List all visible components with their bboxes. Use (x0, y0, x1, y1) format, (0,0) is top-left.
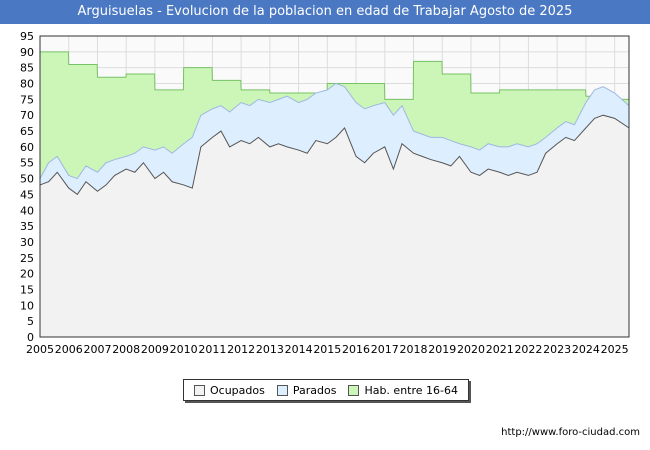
y-tick-label: 85 (20, 62, 34, 75)
line-hab-entre-16-64 (40, 51, 629, 100)
legend-label-ocupados: Ocupados (209, 383, 265, 397)
x-tick-label: 2005 (26, 343, 54, 356)
x-tick-label: 2020 (457, 343, 485, 356)
x-tick-label: 2014 (285, 343, 313, 356)
y-tick-label: 70 (20, 109, 34, 122)
y-tick-label: 20 (20, 268, 34, 281)
legend-item-ocupados: Ocupados (193, 383, 265, 397)
legend-item-hab: Hab. entre 16-64 (348, 384, 458, 397)
x-tick-label: 2023 (543, 343, 571, 356)
area-ocupados (40, 115, 629, 337)
x-tick-label: 2006 (55, 343, 83, 356)
y-tick-label: 90 (20, 46, 34, 59)
x-tick-label: 2019 (428, 343, 456, 356)
chart-title: Arguisuelas - Evolucion de la poblacion … (0, 0, 650, 24)
x-tick-label: 2011 (198, 343, 226, 356)
x-tick-label: 2007 (83, 343, 111, 356)
legend-swatch-parados (276, 384, 288, 396)
line-parados (39, 82, 630, 180)
x-tick-label: 2025 (601, 343, 629, 356)
y-tick-label: 15 (20, 283, 34, 296)
legend-item-parados: Parados (276, 383, 337, 397)
legend-label-parados: Parados (292, 383, 337, 397)
legend-swatch-ocupados (193, 384, 205, 396)
y-tick-label: 65 (20, 125, 34, 138)
y-tick-label: 25 (20, 252, 34, 265)
plot-frame (39, 35, 630, 338)
x-tick-label: 2009 (141, 343, 169, 356)
legend-label-hab: Hab. entre 16-64 (364, 383, 458, 397)
y-tick-label: 45 (20, 188, 34, 201)
x-tick-label: 2021 (486, 343, 514, 356)
y-tick-label: 40 (20, 204, 34, 217)
y-tick-label: 30 (20, 236, 34, 249)
source-credit: http://www.foro-ciudad.com (501, 427, 640, 438)
x-tick-label: 2013 (256, 343, 284, 356)
x-tick-label: 2018 (400, 343, 428, 356)
legend: Ocupados Parados Hab. entre 16-64 (183, 379, 469, 401)
x-tick-label: 2017 (371, 343, 399, 356)
y-tick-label: 5 (27, 315, 34, 328)
x-tick-label: 2012 (227, 343, 255, 356)
legend-swatch-hab (348, 384, 360, 396)
y-tick-label: 0 (27, 331, 34, 344)
y-tick-label: 55 (20, 157, 34, 170)
y-tick-label: 75 (20, 93, 34, 106)
y-tick-label: 50 (20, 173, 34, 186)
line-ocupados (39, 114, 630, 196)
x-tick-label: 2008 (112, 343, 140, 356)
x-tick-label: 2010 (170, 343, 198, 356)
y-tick-label: 60 (20, 141, 34, 154)
y-tick-label: 35 (20, 220, 34, 233)
y-tick-label: 95 (20, 30, 34, 43)
x-tick-label: 2022 (514, 343, 542, 356)
x-tick-label: 2015 (313, 343, 341, 356)
y-tick-label: 80 (20, 78, 34, 91)
x-tick-label: 2024 (572, 343, 600, 356)
x-tick-label: 2016 (342, 343, 370, 356)
y-tick-label: 10 (20, 299, 34, 312)
